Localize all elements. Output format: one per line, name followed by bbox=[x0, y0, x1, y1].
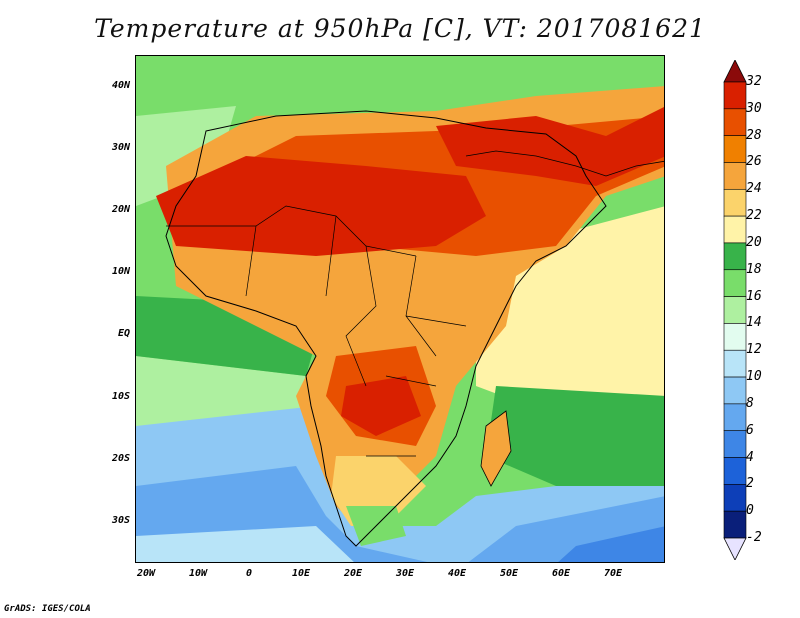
colorbar-segment bbox=[723, 323, 747, 351]
lat-label-10s: 10S bbox=[111, 391, 130, 402]
colorbar-label: 12 bbox=[746, 342, 762, 358]
colorbar-label: 30 bbox=[746, 100, 762, 116]
colorbar-segment bbox=[723, 108, 747, 136]
lon-label-60e: 60E bbox=[551, 568, 571, 579]
colorbar-segment bbox=[723, 242, 747, 271]
arabia-core bbox=[436, 107, 664, 186]
colorbar-label: 6 bbox=[746, 422, 754, 438]
colorbar-segment bbox=[723, 484, 747, 512]
colorbar-label: 28 bbox=[746, 127, 762, 143]
indian-ocean-mid bbox=[486, 386, 664, 486]
colorbar bbox=[723, 60, 747, 560]
lat-label-eq: EQ bbox=[117, 328, 130, 339]
colorbar-label: 24 bbox=[746, 181, 762, 197]
colorbar-label: 18 bbox=[746, 261, 762, 277]
sahara-core bbox=[156, 156, 486, 256]
country-borders bbox=[166, 205, 467, 457]
colorbar-segment bbox=[723, 81, 747, 110]
zambia-core bbox=[341, 376, 421, 436]
south-atlantic-pale bbox=[136, 526, 354, 562]
lon-label-10w: 10W bbox=[188, 568, 208, 579]
colorbar-label: 16 bbox=[746, 288, 762, 304]
lat-label-10n: 10N bbox=[111, 266, 130, 277]
colorbar-segment bbox=[723, 403, 747, 432]
lon-label-50e: 50E bbox=[499, 568, 519, 579]
map-area bbox=[135, 55, 665, 563]
colorbar-label: 10 bbox=[746, 369, 762, 385]
colorbar-top-arrow bbox=[723, 60, 747, 83]
chart-title: Temperature at 950hPa [C], VT: 201708162… bbox=[94, 14, 706, 43]
colorbar-label: 26 bbox=[746, 154, 762, 170]
colorbar-segment bbox=[723, 215, 747, 244]
colorbar-label: 0 bbox=[746, 503, 754, 519]
colorbar-label: 22 bbox=[746, 208, 762, 224]
colorbar-label: 14 bbox=[746, 315, 762, 331]
colorbar-segment bbox=[723, 162, 747, 190]
colorbar-segment bbox=[723, 457, 747, 485]
colorbar-label: 4 bbox=[746, 449, 754, 465]
africa-coastline bbox=[165, 110, 607, 547]
colorbar-label: -2 bbox=[746, 530, 762, 545]
lat-label-30s: 30S bbox=[111, 515, 130, 526]
lat-label-40n: 40N bbox=[111, 80, 130, 91]
lon-label-40e: 40E bbox=[447, 568, 467, 579]
colorbar-label: 32 bbox=[746, 74, 762, 89]
colorbar-segment bbox=[723, 349, 747, 378]
colorbar-label: 20 bbox=[746, 234, 762, 250]
colorbar-segments bbox=[723, 60, 747, 560]
lat-label-30n: 30N bbox=[111, 142, 130, 153]
arabia-coast bbox=[465, 150, 664, 177]
colorbar-segment bbox=[723, 376, 747, 405]
colorbar-segment bbox=[723, 430, 747, 458]
lon-label-20e: 20E bbox=[343, 568, 363, 579]
lon-label-70e: 70E bbox=[603, 568, 623, 579]
lat-label-20n: 20N bbox=[111, 204, 130, 215]
lon-label-0: 0 bbox=[245, 568, 253, 579]
colorbar-segment bbox=[723, 510, 747, 539]
south-indian-deep bbox=[558, 526, 664, 562]
lon-label-20w: 20W bbox=[136, 568, 156, 579]
credit-text: GrADS: IGES/COLA bbox=[4, 604, 91, 614]
tropical-atlantic-band bbox=[136, 356, 316, 426]
colorbar-segment bbox=[723, 188, 747, 217]
north-atlantic bbox=[136, 56, 664, 166]
colorbar-segment bbox=[723, 269, 747, 297]
colorbar-label: 8 bbox=[746, 395, 754, 411]
colorbar-segment bbox=[723, 135, 747, 163]
colorbar-bottom-arrow bbox=[723, 537, 747, 560]
colorbar-label: 2 bbox=[746, 476, 754, 492]
colorbar-segment bbox=[723, 296, 747, 324]
madagascar bbox=[480, 410, 512, 487]
lat-label-20s: 20S bbox=[111, 453, 130, 464]
lon-label-10e: 10E bbox=[291, 568, 311, 579]
lon-label-30e: 30E bbox=[395, 568, 415, 579]
temperature-map bbox=[136, 56, 664, 562]
